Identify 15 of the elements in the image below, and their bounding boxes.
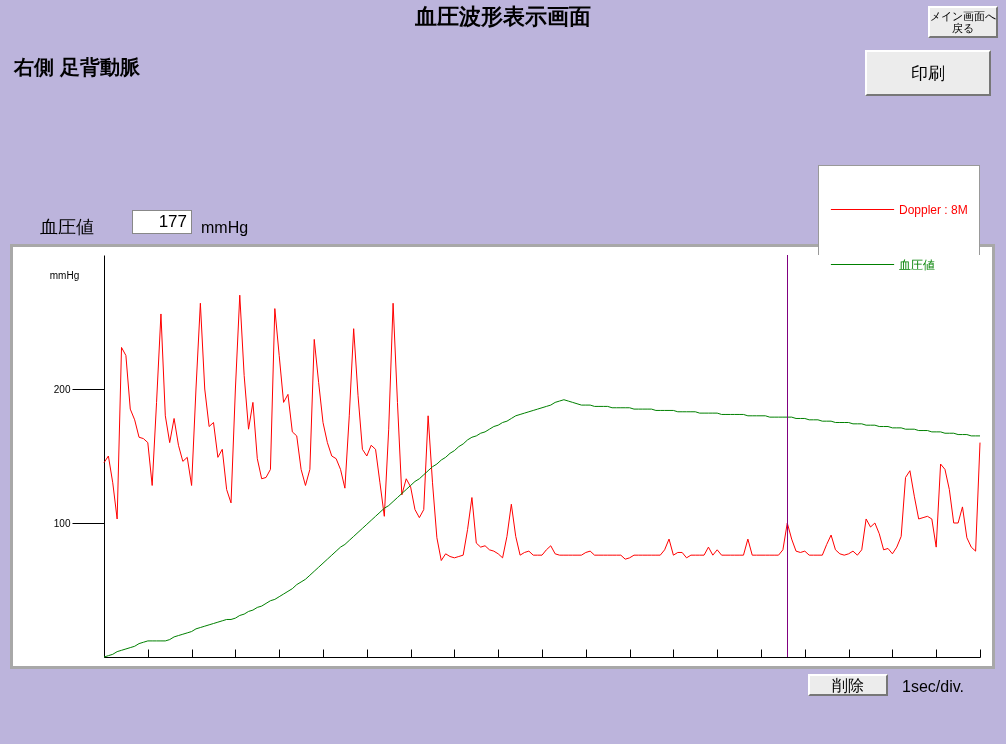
text: 印刷 <box>865 50 991 96</box>
y-axis-title: mmHg <box>49 269 80 281</box>
text: Doppler : 8M <box>899 202 968 217</box>
chart-subtitle: 右側 足背動脈 <box>14 55 140 80</box>
y-tick-label: 100 <box>53 517 71 529</box>
line-series <box>103 294 981 562</box>
text: 削除 <box>808 674 888 696</box>
y-tick-label: 200 <box>53 383 71 395</box>
text: メイン画面へ戻る <box>928 6 998 38</box>
chart-title: 血圧波形表示画面 <box>415 4 591 29</box>
text: 血圧値 <box>899 257 935 272</box>
text: 血圧値 <box>40 216 94 239</box>
text: 1sec/div. <box>902 678 964 696</box>
text: 177 <box>132 210 192 234</box>
text: mmHg <box>201 219 249 237</box>
